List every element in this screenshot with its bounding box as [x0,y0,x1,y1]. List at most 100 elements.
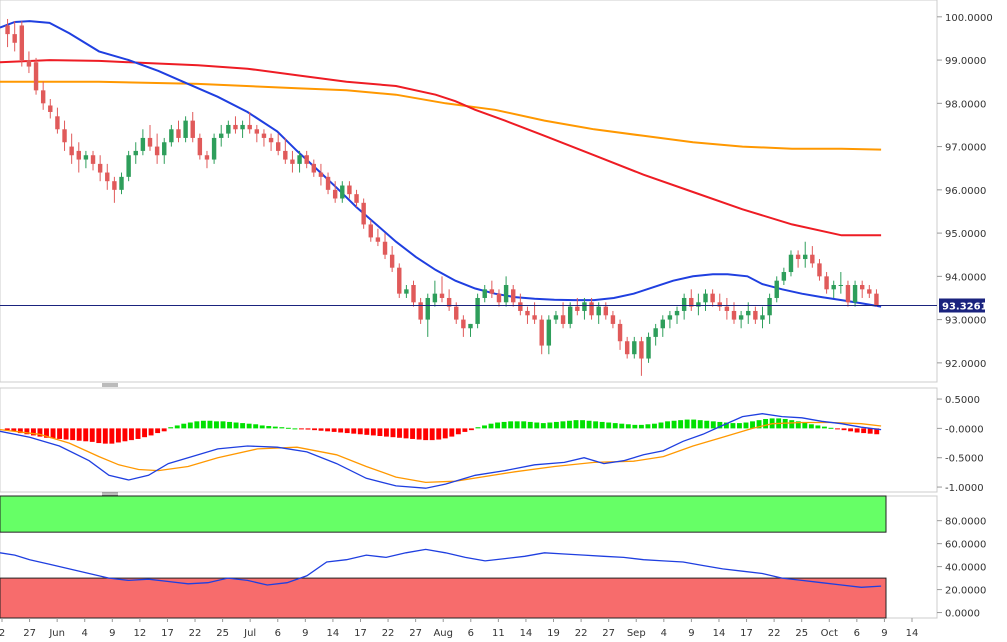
macd-hist-positive [540,423,546,429]
candle-up [632,341,637,355]
macd-hist-positive [168,427,174,429]
candle-down [290,159,295,164]
macd-hist-positive [527,421,533,429]
candle-down [810,254,815,264]
candle-down [55,116,60,130]
x-axis-label: Aug [433,628,453,639]
rsi-axis-label: 0.0000 [945,609,980,620]
candle-down [62,129,67,143]
candle-down [112,181,117,190]
candle-up [681,297,687,311]
last-price-label: 93.3261 [942,301,988,312]
x-axis-label: 14 [520,628,533,639]
x-axis-label: Jun [48,628,65,639]
macd-hist-positive [488,423,494,429]
candle-down [147,137,153,147]
macd-hist-positive [259,425,265,429]
macd-hist-positive [684,419,690,429]
macd-hist-positive [652,423,657,429]
macd-hist-positive [606,422,612,429]
rsi-axis-label: 40.0000 [945,563,986,574]
x-axis-label: 14 [327,628,340,639]
x-axis-label: 27 [23,628,36,639]
macd-hist-positive [534,422,540,429]
macd-hist-positive [723,422,729,429]
candle-down [247,124,252,130]
candle-down [624,341,630,355]
macd-hist-positive [475,427,481,429]
candle-up [696,302,701,307]
candle-down [311,163,317,173]
panel-resize-handle[interactable] [102,383,118,387]
macd-hist-negative [70,428,76,441]
x-axis-label: 2 [0,628,5,639]
x-axis-label: 4 [82,628,88,639]
macd-hist-positive [586,420,592,429]
macd-hist-negative [102,428,108,444]
candle-up [803,254,808,260]
x-axis-label: Oct [821,628,838,639]
x-axis-label: 22 [189,628,202,639]
macd-hist-negative [848,428,854,432]
x-axis-label: 17 [354,628,367,639]
macd-signal-line [0,421,882,484]
macd-hist-positive [482,425,487,429]
macd-hist-negative [449,428,455,437]
x-axis-label: 11 [492,628,505,639]
candle-down [26,60,32,67]
price-axis-label: 97.0000 [945,143,986,154]
macd-hist-negative [11,428,17,432]
candle-down [332,189,338,199]
candle-down [603,306,609,316]
candle-down [845,285,851,303]
macd-hist-positive [802,422,808,429]
candle-up [738,315,744,320]
candle-up [226,124,231,134]
x-axis-label: 9 [302,628,308,639]
sma-fast-line [0,20,882,308]
candle-down [874,293,879,306]
macd-hist-positive [573,420,579,429]
price-axis-label: 98.0000 [945,99,986,110]
x-axis-label: 17 [740,628,753,639]
candle-down [190,120,195,138]
candle-down [90,155,96,164]
candle-down [97,163,103,173]
x-axis-label: 17 [161,628,174,639]
macd-hist-positive [553,421,559,429]
candle-up [646,336,651,359]
candle-up [133,150,138,156]
candle-up [482,289,487,298]
panel-resize-handle[interactable] [102,492,118,496]
price-axis-label: 92.0000 [945,359,986,370]
macd-hist-negative [397,428,402,438]
macd-hist-negative [298,428,304,430]
macd-hist-negative [462,428,468,432]
macd-hist-positive [828,427,834,429]
macd-hist-positive [200,420,206,429]
macd-hist-positive [665,421,670,429]
macd-hist-positive [240,423,246,429]
candle-down [261,133,267,138]
macd-hist-negative [44,428,49,438]
macd-hist-negative [63,428,69,440]
x-axis-label: 9 [109,628,115,639]
candle-down [411,285,416,303]
candle-down [325,176,331,190]
candle-down [347,185,352,195]
macd-hist-negative [115,428,121,443]
candle-up [503,285,509,303]
price-axis-label: 96.0000 [945,186,986,197]
candle-down [40,90,46,104]
macd-axis-label: 0.5000 [945,395,980,406]
macd-hist-positive [625,424,631,429]
candle-down [454,306,459,320]
rsi-oversold-zone [0,577,887,619]
macd-hist-positive [521,421,527,429]
macd-hist-positive [619,423,625,429]
macd-hist-negative [390,428,396,438]
macd-hist-positive [763,418,769,429]
candle-up [788,254,794,273]
